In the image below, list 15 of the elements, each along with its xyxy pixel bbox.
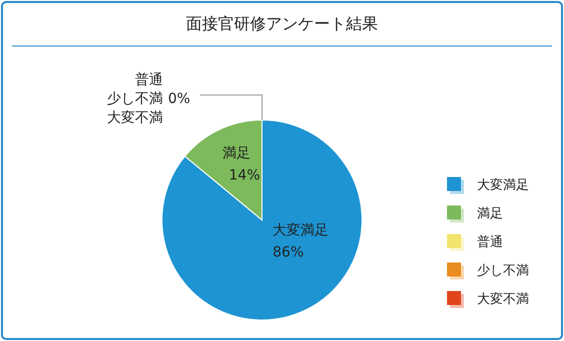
legend-label: 大変不満 [477,291,529,307]
category-label: 大変不満 [107,110,163,126]
legend-label: 大変満足 [477,177,529,193]
data-label: 86% [272,244,304,261]
legend-label: 普通 [477,234,503,250]
slice-label: 満足 [222,146,250,162]
legend-label: 少し不満 [477,264,529,278]
pie-slice [162,120,362,320]
chart-title: 面接官研修アンケート結果 [186,14,378,33]
legend-label: 満足 [477,206,503,222]
category-label: 少し不満 [107,91,163,107]
category-label: 普通 [135,72,163,88]
data-label: 14% [228,168,260,184]
slice-label: 大変満足 [272,222,329,239]
text: 0% [168,91,190,107]
